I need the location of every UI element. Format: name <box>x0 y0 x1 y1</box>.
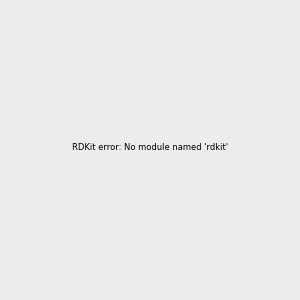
Text: RDKit error: No module named 'rdkit': RDKit error: No module named 'rdkit' <box>72 143 228 152</box>
